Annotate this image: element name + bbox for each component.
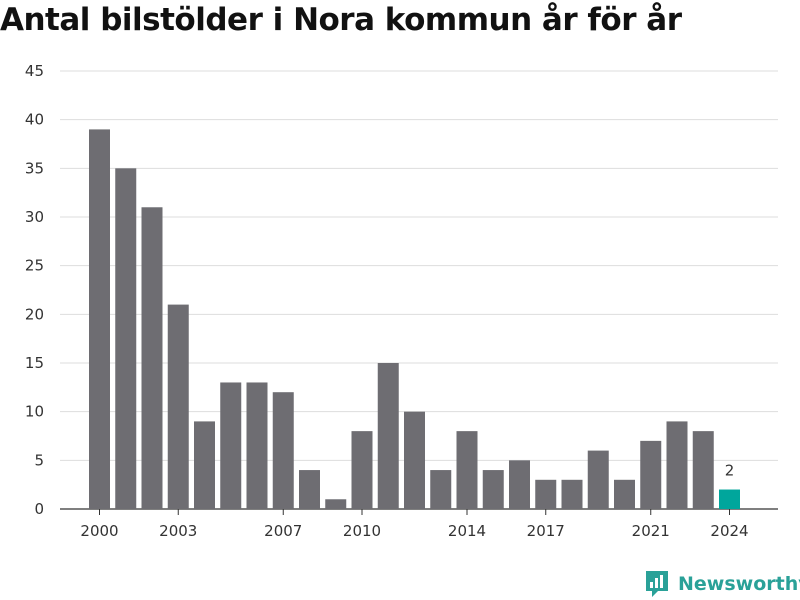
bar-2002 (141, 207, 163, 509)
bar-2007 (272, 392, 294, 509)
x-tick-label: 2010 (343, 522, 381, 540)
bar-2014 (456, 431, 478, 509)
bar-2019 (587, 450, 609, 509)
y-tick-label: 10 (25, 403, 44, 421)
bar-2021 (640, 440, 662, 509)
y-tick-label: 20 (25, 305, 44, 323)
bar-2009 (325, 499, 347, 509)
y-tick-label: 35 (25, 159, 44, 177)
x-tick-label: 2014 (448, 522, 486, 540)
newsworthy-logo: Newsworthy (644, 569, 800, 599)
bar-2017 (535, 479, 557, 509)
bar-2018 (561, 479, 583, 509)
bar-2003 (167, 304, 189, 509)
chart-title: Antal bilstölder i Nora kommun år för år (0, 2, 682, 38)
highlight-value-label: 2 (725, 462, 735, 480)
bar-2015 (482, 470, 504, 509)
x-tick-label: 2021 (632, 522, 670, 540)
y-axis-ticks: 0 5 10 15 20 25 30 35 40 45 (25, 62, 44, 518)
bar-2008 (299, 470, 320, 509)
bar-2001 (115, 168, 137, 510)
x-tick-label: 2024 (710, 522, 748, 540)
x-tick-label: 2003 (159, 522, 197, 540)
bar-2011 (377, 363, 399, 509)
bar-2004 (194, 421, 215, 509)
bar-2013 (430, 470, 452, 509)
bar-2020 (614, 479, 635, 509)
x-tick-label: 2000 (80, 522, 118, 540)
bar-2016 (509, 460, 530, 509)
bar-2006 (246, 382, 268, 509)
bar-2023 (692, 431, 714, 509)
brand-name: Newsworthy (678, 573, 800, 595)
bar-2022 (666, 421, 688, 509)
y-tick-label: 15 (25, 354, 44, 372)
bar-2005 (220, 382, 242, 509)
y-tick-label: 0 (34, 500, 44, 518)
bar-2000 (89, 129, 110, 509)
bar-2010 (351, 431, 373, 509)
x-axis-ticks: 2000 2003 2007 2010 2014 2017 2021 2024 (80, 509, 749, 540)
bars (89, 129, 740, 510)
data-labels: 2 (725, 462, 735, 480)
y-tick-label: 5 (34, 451, 44, 469)
x-tick-label: 2017 (527, 522, 565, 540)
newsworthy-logo-icon (646, 571, 668, 597)
x-tick-label: 2007 (264, 522, 302, 540)
y-tick-label: 45 (25, 62, 44, 80)
bar-2012 (404, 411, 425, 509)
y-tick-label: 25 (25, 257, 44, 275)
y-tick-label: 40 (25, 111, 44, 129)
bar-2024 (719, 489, 740, 509)
y-tick-label: 30 (25, 208, 44, 226)
